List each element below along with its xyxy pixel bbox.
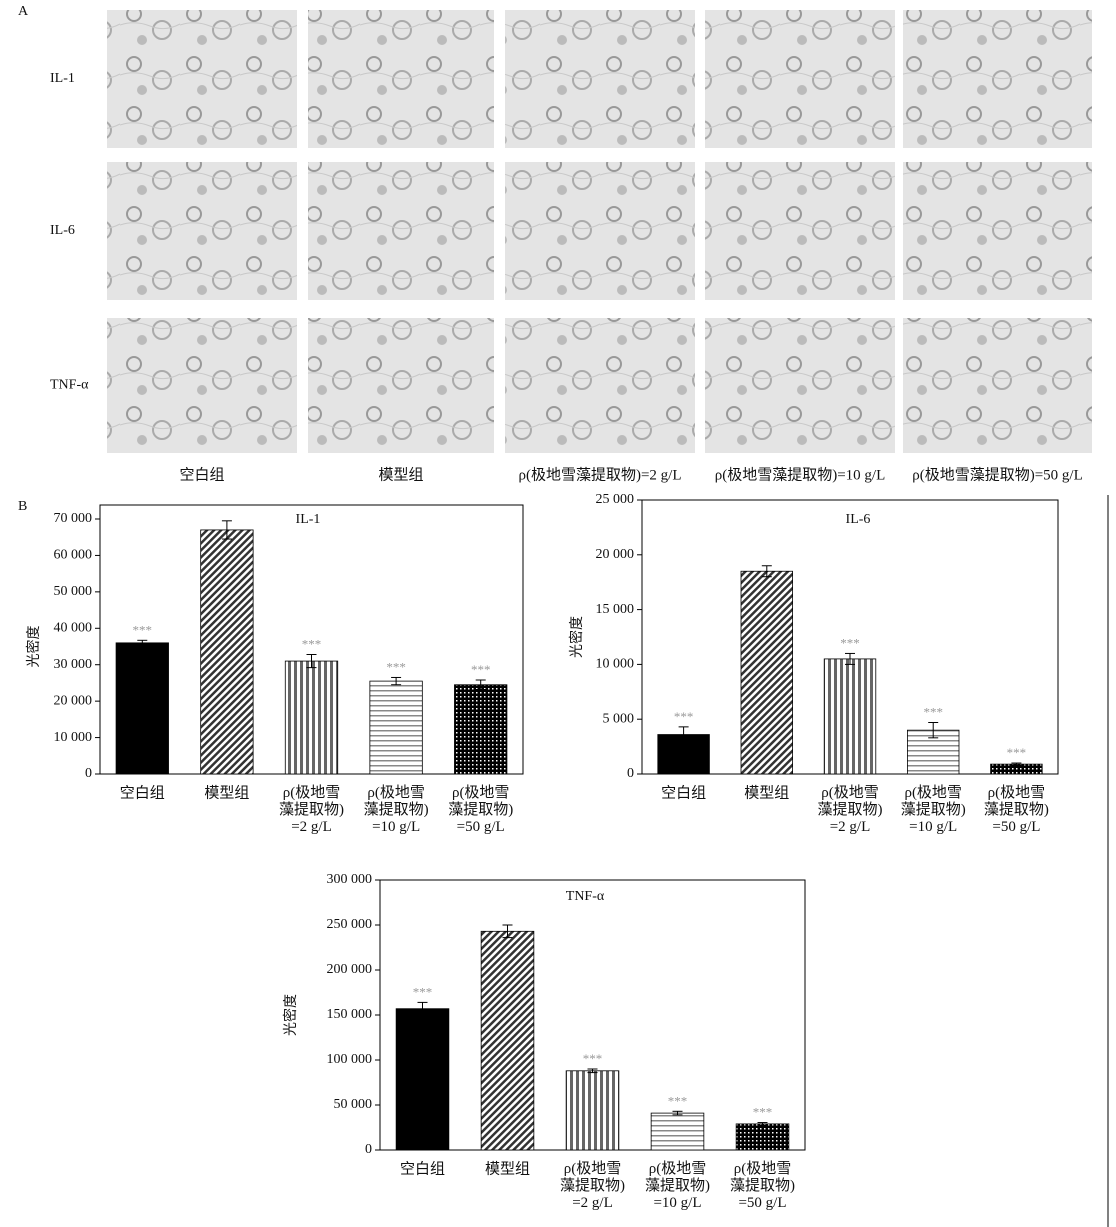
bar xyxy=(823,658,877,775)
column-label: 模型组 xyxy=(378,466,423,483)
x-tick-label: ρ(极地雪藻提取物) =2 g/L xyxy=(818,784,883,835)
micrograph xyxy=(903,10,1092,148)
panel-label: B xyxy=(18,499,27,514)
y-tick-label: 60 000 xyxy=(54,548,93,563)
significance-label: *** xyxy=(471,662,491,677)
y-axis-title: 光密度 xyxy=(282,994,299,1036)
micrograph xyxy=(505,162,695,300)
micrograph xyxy=(308,10,494,148)
micrograph xyxy=(107,10,297,148)
y-tick-label: 100 000 xyxy=(327,1052,373,1067)
y-tick-label: 250 000 xyxy=(327,917,373,932)
bar xyxy=(284,660,339,775)
x-tick-label: ρ(极地雪藻提取物) =10 g/L xyxy=(645,1160,710,1211)
bar xyxy=(480,930,535,1151)
row-label: IL-1 xyxy=(50,71,75,86)
y-tick-label: 20 000 xyxy=(54,693,93,708)
micrograph xyxy=(705,318,895,453)
chart-title: IL-6 xyxy=(846,512,871,527)
y-axis-title: 光密度 xyxy=(568,616,585,658)
y-tick-label: 15 000 xyxy=(596,602,635,617)
chart-title: IL-1 xyxy=(296,512,321,527)
micrograph xyxy=(505,10,695,148)
x-tick-label: ρ(极地雪藻提取物) =2 g/L xyxy=(279,784,344,835)
y-tick-label: 10 000 xyxy=(54,730,93,745)
micrograph xyxy=(107,318,297,453)
bar xyxy=(565,1070,620,1151)
y-tick-label: 70 000 xyxy=(54,511,93,526)
micrograph xyxy=(903,318,1092,453)
significance-label: *** xyxy=(386,659,406,674)
micrograph xyxy=(308,162,494,300)
micrograph xyxy=(705,10,895,148)
column-label: ρ(极地雪藻提取物)=50 g/L xyxy=(912,466,1083,483)
y-tick-label: 150 000 xyxy=(327,1007,373,1022)
x-tick-label: 模型组 xyxy=(485,1160,530,1177)
significance-label: *** xyxy=(413,984,433,999)
row-label: IL-6 xyxy=(50,223,75,238)
y-tick-label: 10 000 xyxy=(596,657,635,672)
bar xyxy=(115,642,169,775)
y-axis-title: 光密度 xyxy=(25,626,42,668)
y-tick-label: 40 000 xyxy=(54,621,93,636)
y-tick-label: 50 000 xyxy=(334,1097,373,1112)
x-tick-label: 模型组 xyxy=(204,784,249,801)
x-tick-label: 空白组 xyxy=(400,1160,445,1177)
significance-label: *** xyxy=(1007,745,1027,760)
x-tick-label: 模型组 xyxy=(744,784,789,801)
micrograph xyxy=(903,162,1092,300)
significance-label: *** xyxy=(674,709,694,724)
column-label: 空白组 xyxy=(179,466,224,483)
x-tick-label: 空白组 xyxy=(661,784,706,801)
y-tick-label: 20 000 xyxy=(596,547,635,562)
column-label: ρ(极地雪藻提取物)=2 g/L xyxy=(518,466,681,483)
significance-label: *** xyxy=(753,1105,773,1120)
y-tick-label: 0 xyxy=(365,1142,372,1157)
x-tick-label: 空白组 xyxy=(120,784,165,801)
y-tick-label: 300 000 xyxy=(327,872,373,887)
bar xyxy=(454,684,508,775)
significance-label: *** xyxy=(133,622,153,637)
x-tick-label: ρ(极地雪藻提取物) =2 g/L xyxy=(560,1160,625,1211)
bar xyxy=(735,1123,790,1151)
y-tick-label: 50 000 xyxy=(54,584,93,599)
y-tick-label: 0 xyxy=(627,766,634,781)
x-tick-label: ρ(极地雪藻提取物) =50 g/L xyxy=(730,1160,795,1211)
row-label: TNF-α xyxy=(50,378,89,393)
micrograph xyxy=(107,162,297,300)
significance-label: *** xyxy=(840,635,860,650)
micrograph xyxy=(505,318,695,453)
chart-title: TNF-α xyxy=(566,889,605,904)
micrograph xyxy=(705,162,895,300)
bar xyxy=(395,1008,450,1151)
x-tick-label: ρ(极地雪藻提取物) =50 g/L xyxy=(984,784,1049,835)
panel-label: A xyxy=(18,4,29,19)
bar xyxy=(369,680,423,775)
y-tick-label: 200 000 xyxy=(327,962,373,977)
y-tick-label: 25 000 xyxy=(596,492,635,507)
significance-label: *** xyxy=(302,636,322,651)
bar xyxy=(200,529,254,775)
significance-label: *** xyxy=(583,1051,603,1066)
column-label: ρ(极地雪藻提取物)=10 g/L xyxy=(715,466,886,483)
y-tick-label: 0 xyxy=(85,766,92,781)
x-tick-label: ρ(极地雪藻提取物) =10 g/L xyxy=(364,784,429,835)
bar xyxy=(740,570,793,775)
bar xyxy=(650,1112,705,1151)
y-tick-label: 30 000 xyxy=(54,657,93,672)
x-tick-label: ρ(极地雪藻提取物) =10 g/L xyxy=(901,784,966,835)
significance-label: *** xyxy=(668,1093,688,1108)
significance-label: *** xyxy=(923,704,943,719)
x-tick-label: ρ(极地雪藻提取物) =50 g/L xyxy=(448,784,513,835)
micrograph xyxy=(308,318,494,453)
y-tick-label: 5 000 xyxy=(603,711,635,726)
